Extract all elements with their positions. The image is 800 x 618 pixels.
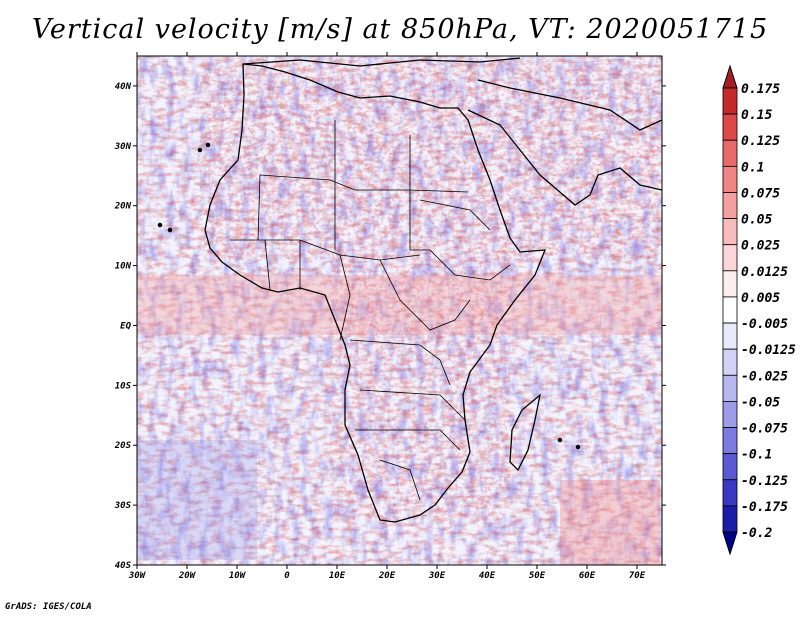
country-borders: [230, 120, 511, 501]
colorbar-swatch: [722, 296, 738, 324]
colorbar-bottom-arrow: [722, 531, 738, 556]
colorbar-label: -0.005: [741, 317, 788, 332]
x-tick-label: 40E: [479, 571, 496, 581]
colorbar-label: 0.1: [741, 160, 764, 175]
x-tick-label: 60E: [579, 571, 596, 581]
colorbar-swatch: [722, 165, 738, 193]
colorbar-swatch: [722, 218, 738, 246]
land-convection-south: [330, 260, 510, 520]
y-tick-label: EQ: [120, 321, 131, 331]
europe-coastline: [242, 57, 521, 67]
y-tick-label: 20N: [114, 202, 132, 212]
velocity-field: [137, 56, 662, 565]
x-tick-label: 20E: [378, 571, 396, 581]
colorbar-swatch: [722, 505, 738, 533]
x-tick-label: 10E: [329, 571, 346, 581]
colorbar-label: 0.175: [741, 82, 780, 97]
colorbar-swatch: [722, 322, 738, 350]
colorbar-label: -0.0125: [741, 343, 796, 358]
colorbar-label: 0.075: [741, 186, 780, 201]
colorbar-label: 0.125: [741, 134, 780, 149]
x-tick-label: 0: [284, 571, 290, 581]
x-tick-label: 30E: [428, 571, 446, 581]
colorbar-label: -0.05: [741, 395, 780, 410]
colorbar-swatch: [722, 244, 738, 272]
colorbar-swatch: [722, 453, 738, 481]
colorbar-swatch: [722, 87, 738, 115]
colorbar-label: -0.1: [741, 448, 772, 463]
colorbar-label: -0.025: [741, 369, 788, 384]
colorbar-swatch: [722, 479, 738, 507]
y-tick-label: 10N: [115, 262, 132, 272]
y-tick-label: 40N: [115, 82, 132, 92]
y-tick-label: 10S: [115, 381, 132, 391]
arabia-coastline: [467, 109, 662, 206]
colorbar-swatch: [722, 374, 738, 402]
colorbar-swatch: [722, 401, 738, 428]
colorbar-top-arrow: [722, 64, 738, 89]
x-tick-label: 30W: [128, 571, 147, 581]
colorbar-label: -0.2: [741, 526, 772, 541]
colorbar-label: 0.025: [741, 239, 780, 254]
colorbar-swatch: [722, 139, 738, 167]
x-tick-label: 20W: [178, 571, 197, 581]
colorbar-swatch: [722, 113, 738, 141]
colorbar-swatch: [722, 270, 738, 298]
colorbar-swatch: [722, 427, 738, 455]
africa-coastline: [204, 63, 546, 523]
y-tick-label: 30S: [114, 501, 132, 511]
colorbar-label: -0.075: [741, 422, 788, 437]
x-tick-label: 70E: [629, 571, 646, 581]
colorbar-label: 0.05: [741, 213, 772, 228]
colorbar-label: 0.005: [741, 291, 780, 306]
colorbar-swatch: [722, 348, 738, 376]
x-tick-label: 50E: [529, 571, 546, 581]
colorbar-swatch: [722, 192, 738, 219]
y-tick-label: 20S: [114, 441, 132, 451]
map-title: Vertical velocity [m/s] at 850hPa, VT: 2…: [31, 14, 769, 45]
plot-frame: [136, 55, 663, 566]
colorbar-label: 0.15: [741, 108, 772, 123]
y-tick-label: 40S: [115, 561, 132, 571]
land-convection-north: [200, 60, 660, 260]
x-tick-label: 10W: [229, 571, 247, 581]
credit-label: GrADS: IGES/COLA: [5, 602, 92, 612]
mideast-coastline: [477, 79, 662, 131]
colorbar-label: 0.0125: [741, 265, 788, 280]
coastlines: [157, 57, 662, 523]
colorbar-label: -0.175: [741, 500, 788, 515]
colorbar-label: -0.125: [741, 474, 788, 489]
y-tick-label: 30N: [114, 142, 132, 152]
madagascar-coastline: [509, 393, 541, 472]
